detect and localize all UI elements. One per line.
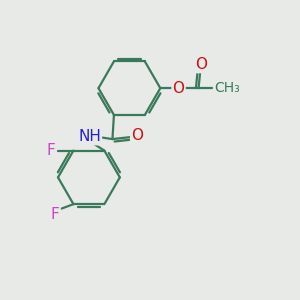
Text: O: O bbox=[195, 57, 207, 72]
Text: O: O bbox=[131, 128, 143, 143]
Text: CH₃: CH₃ bbox=[214, 81, 240, 95]
Text: F: F bbox=[47, 143, 56, 158]
Text: NH: NH bbox=[78, 129, 101, 144]
Text: O: O bbox=[172, 81, 184, 96]
Text: F: F bbox=[50, 207, 59, 222]
